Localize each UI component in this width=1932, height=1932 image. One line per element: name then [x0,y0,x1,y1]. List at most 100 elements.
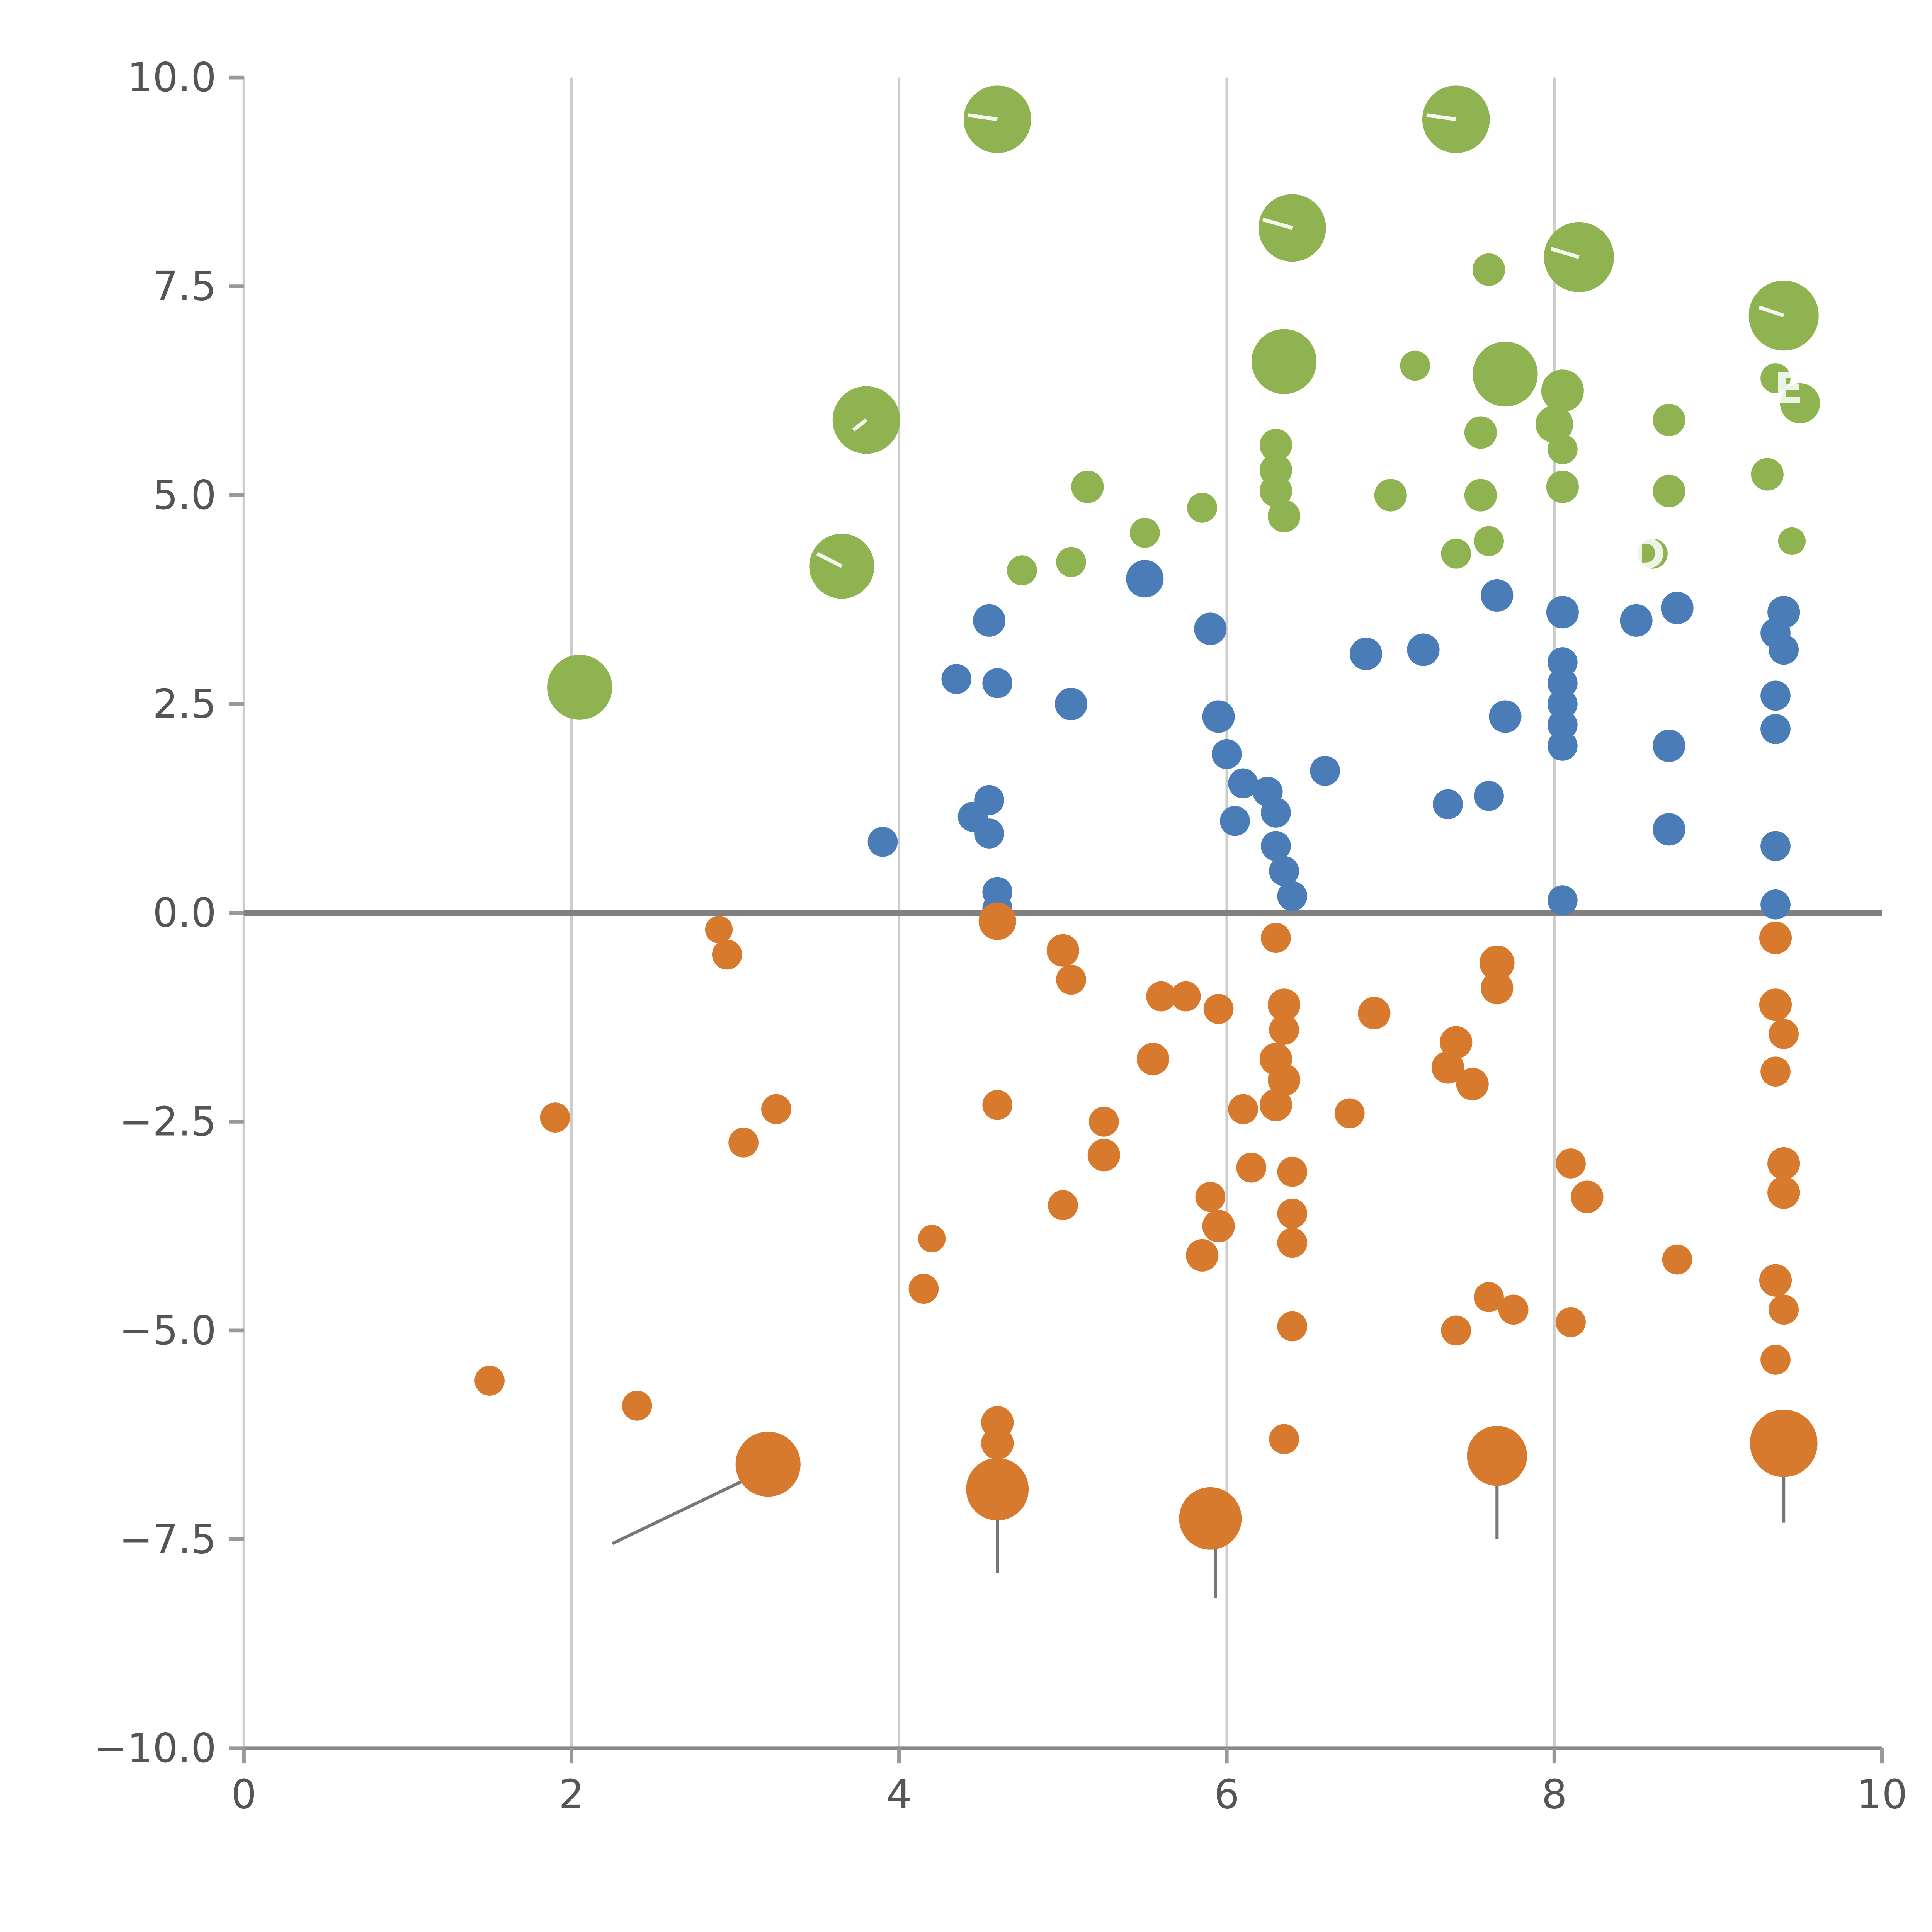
bubble-orange-group [1481,971,1514,1005]
bubble-blue-group [1277,881,1308,912]
bubble-blue-group [1407,633,1440,666]
bubble-green-group [832,386,900,454]
bubble-green-group [1473,253,1505,286]
white-mark-line [1759,305,1784,318]
bubble-orange-group [1087,1139,1120,1172]
bubble-blue-group [1220,806,1250,836]
bubble-green-group [1268,500,1301,532]
bubble-orange-group [1759,988,1792,1021]
bubble-blue-group [1760,680,1791,711]
bubble-orange-group [761,1094,791,1124]
bubble-blue-group [1548,710,1578,740]
bubble-green-group [1541,369,1584,412]
bubble-orange-group [1228,1094,1258,1124]
bubble-orange-group [1259,1088,1293,1121]
bubble-orange-group [1467,1425,1527,1486]
x-tick-label: 0 [231,1772,257,1818]
y-tick-label: −5.0 [119,1308,216,1354]
bubble-orange-group [1048,1190,1078,1220]
x-tick-label: 6 [1214,1772,1240,1818]
bubble-orange-group [1046,934,1079,967]
white-mark-line [816,552,843,568]
bubble-orange-group [978,902,1016,940]
bubble-orange-group [622,1391,652,1421]
bubble-orange-group [1759,1264,1792,1297]
white-mark-line [1262,218,1293,230]
bubble-blue-group [1620,604,1653,637]
bubble-blue-group [974,785,1004,815]
bubble-orange-group [1277,1228,1308,1258]
bubble-orange-group [1277,1156,1308,1187]
bubble-orange-group [1571,1180,1604,1213]
x-tick-label: 8 [1542,1772,1567,1818]
bubble-blue-group [1310,756,1340,786]
bubble-orange-group [1179,1487,1242,1550]
bubble-orange-group [728,1128,759,1158]
y-tick-label: 10.0 [127,54,216,101]
bubble-orange-group [1202,1210,1235,1243]
bubble-orange-group [1769,1294,1799,1325]
bubble-green-group [1071,470,1104,503]
bubble-orange-group [981,1427,1014,1460]
bubble-green-group [1748,281,1819,351]
bubble-orange-group [1136,1043,1170,1075]
bubble-blue-group [1653,730,1685,762]
bubble-green-group [1129,518,1160,548]
bubble-blue-group [974,818,1004,849]
leader-line [612,1475,753,1545]
bubble-orange-group [1760,1345,1791,1375]
bubble-blue-group [1126,560,1164,598]
bubble-blue-group [1548,689,1578,719]
bubble-orange-group [1268,988,1301,1021]
y-tick-label: 5.0 [153,472,216,519]
bubble-green-group [1464,479,1497,512]
bubble-orange-group [1556,1148,1586,1179]
bubble-orange-group [1236,1152,1267,1183]
bubble-orange-group [540,1102,570,1133]
bubble-green-group [1778,527,1806,555]
bubble-blue-group [1661,592,1694,624]
bubble-blue-group [982,668,1013,698]
bubble-blue-group [1769,634,1799,665]
bubble-blue-group [1760,714,1791,744]
bubble-blue-group [1481,579,1514,612]
bubble-blue-group [1350,638,1383,670]
bubble-green-group [1780,383,1820,423]
bubble-green-group [1251,329,1317,394]
bubble-orange-group [1269,1015,1299,1045]
bubble-orange-group [1268,1063,1301,1096]
bubble-orange-group [1767,1176,1800,1209]
series-orange-group [474,902,1818,1550]
bubble-green-group [1259,429,1293,461]
bubble-green-group [1536,405,1573,443]
bubble-blue-group [1202,700,1235,733]
series-blue-group [867,560,1800,924]
bubble-orange-group [1269,1424,1299,1454]
bubble-orange-group [1662,1244,1692,1275]
series-layer [474,85,1820,1550]
bubble-blue-group [973,604,1006,637]
bubble-blue-group [1760,889,1791,920]
bubble-orange-group [1760,1056,1791,1087]
bubble-orange-group [1195,1182,1226,1212]
bubble-green-group [1751,458,1784,491]
tick-labels-layer: 0 2 4 6 8 10 −10.0 −7.5 −5.0 −2.5 0.0 2.5 5.0 7.5 10.0 [94,54,1908,1818]
bubble-blue-group [1261,798,1291,828]
bubble-blue-group [1548,731,1578,761]
bubble-orange-group [1203,994,1234,1024]
bubble-orange-group [1474,1282,1504,1312]
bubble-blue-group [1228,768,1258,799]
white-mark-line [968,113,998,121]
bubble-blue-group [867,827,898,857]
bubble-orange-group [908,1274,939,1304]
bubble-orange-group [1088,1107,1119,1137]
bubble-green-group [1374,479,1407,512]
bubble-blue-group [1269,856,1299,886]
y-tick-label: 7.5 [153,264,216,310]
white-mark-line [1550,247,1580,259]
bubble-green-group [1653,474,1685,507]
bubble-green-group [1548,434,1578,464]
bubble-green-group [1259,474,1293,507]
